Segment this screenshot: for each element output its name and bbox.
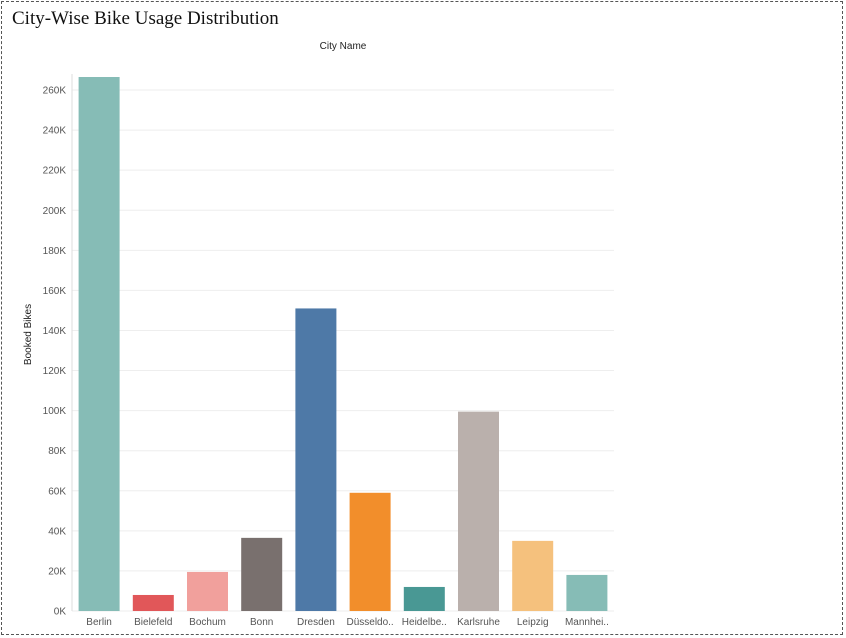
- y-tick-label: 120K: [43, 366, 67, 377]
- y-tick-label: 180K: [43, 246, 67, 257]
- bar-d-sseldo[interactable]: [349, 492, 391, 611]
- bar-mannhei[interactable]: [566, 574, 608, 611]
- x-axis-ticks: Berlin Bielefeld Bochum Bonn Dresden Düsseldo…: [86, 617, 609, 628]
- y-tick-label: 80K: [48, 446, 66, 457]
- bar-leipzig[interactable]: [512, 540, 554, 611]
- y-tick-label: 40K: [48, 526, 66, 537]
- x-tick-label: Karlsruhe: [457, 617, 500, 628]
- bar-karlsruhe[interactable]: [458, 411, 499, 611]
- y-tick-label: 0K: [54, 607, 67, 618]
- x-tick-label: Bielefeld: [134, 617, 172, 628]
- y-tick-label: 160K: [43, 286, 67, 297]
- y-axis-ticks: 0K 20K 40K 60K 80K 100K 120K 140K 160K 180K 200K 22…: [43, 86, 67, 618]
- y-tick-label: 20K: [48, 566, 66, 577]
- y-tick-label: 220K: [43, 166, 67, 177]
- x-tick-label: Düsseldo..: [346, 617, 393, 628]
- column-header: City Name: [320, 41, 367, 52]
- x-tick-label: Leipzig: [517, 617, 549, 628]
- x-tick-label: Heidelbe..: [402, 617, 447, 628]
- chart-title: City-Wise Bike Usage Distribution: [12, 8, 279, 29]
- x-tick-label: Berlin: [86, 617, 112, 628]
- y-tick-label: 100K: [43, 406, 67, 417]
- y-tick-label: 200K: [43, 206, 67, 217]
- x-tick-label: Bonn: [250, 617, 273, 628]
- bars: [78, 77, 608, 611]
- bar-berlin[interactable]: [78, 77, 120, 611]
- bar-dresden[interactable]: [295, 308, 337, 611]
- bar-heidelbe[interactable]: [403, 586, 445, 611]
- x-tick-label: Dresden: [297, 617, 335, 628]
- y-tick-label: 60K: [48, 486, 66, 497]
- x-tick-label: Bochum: [189, 617, 226, 628]
- bar-bochum[interactable]: [187, 571, 228, 611]
- y-axis-title: Booked Bikes: [23, 304, 34, 365]
- y-tick-label: 260K: [43, 86, 67, 97]
- y-tick-label: 140K: [43, 326, 67, 337]
- gridlines: [71, 74, 614, 612]
- x-tick-label: Mannhei..: [565, 617, 609, 628]
- y-tick-label: 240K: [43, 126, 67, 137]
- bar-bonn[interactable]: [241, 537, 283, 611]
- bar-bielefeld[interactable]: [132, 594, 174, 611]
